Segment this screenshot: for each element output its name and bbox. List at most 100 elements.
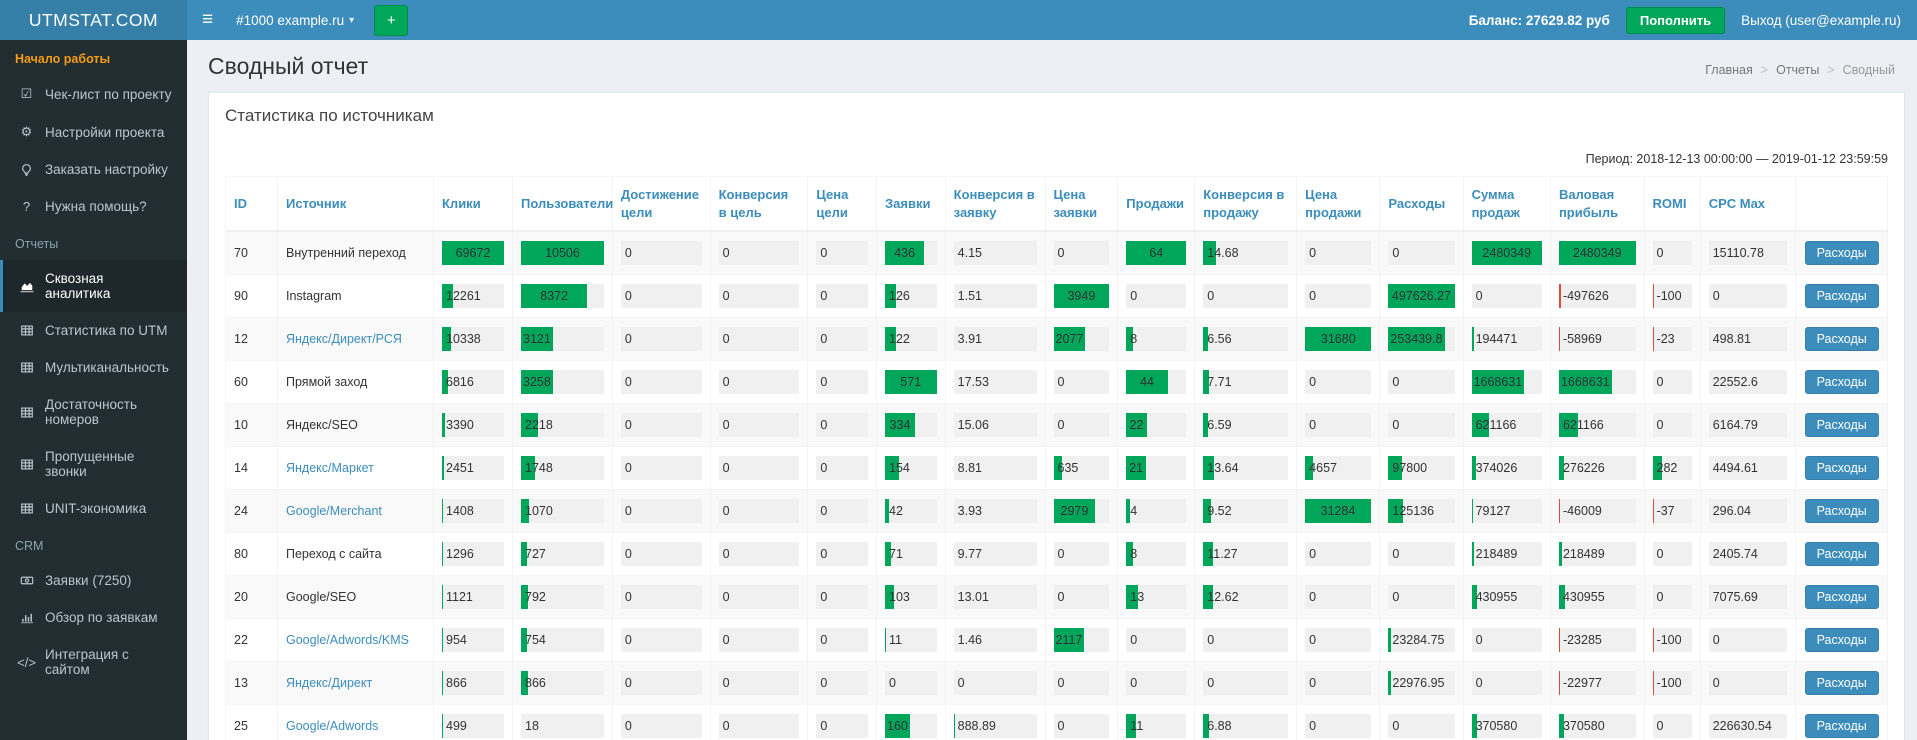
row-expenses-button[interactable]: Расходы [1804,714,1879,739]
stat-cell: 497626.27 [1379,274,1464,319]
source-link[interactable]: Google/Adwords/KMS [286,633,409,648]
stat-cell: 17.53 [944,360,1046,405]
stat-cell: 1748 [512,446,613,491]
sidebar-item-missed-calls[interactable]: Пропущенные звонки [0,438,187,490]
stat-cell: 0 [1296,360,1381,405]
row-expenses-button[interactable]: Расходы [1804,671,1879,696]
logout-link[interactable]: Выход (user@example.ru) [1741,12,1901,28]
column-header-конверсия-в-заявку[interactable]: Конверсия в заявку [944,176,1046,233]
project-selector[interactable]: #1000 example.ru ▾ [228,13,362,28]
stat-cell: 7.71 [1194,360,1298,405]
row-expenses-button[interactable]: Расходы [1804,456,1879,481]
table-row: 25 Google/Adwords 499 18 0 0 0 160 888.89 0 11 6.88… [225,704,1888,740]
source-link[interactable]: Яндекс/Директ [286,676,373,691]
stat-cell: -100 [1643,274,1701,319]
row-expenses-button[interactable]: Расходы [1804,585,1879,610]
sidebar-item-leads[interactable]: Заявки (7250) [0,562,187,599]
sidebar-item-label: UNIT-экономика [45,501,147,516]
stat-cell: -100 [1643,661,1701,706]
stat-cell: 0 [1462,618,1551,663]
source-link[interactable]: Яндекс/Маркет [286,461,374,476]
row-expenses-button[interactable]: Расходы [1804,628,1879,653]
sidebar-item-project-settings[interactable]: ⚙ Настройки проекта [0,113,187,151]
column-header-источник[interactable]: Источник [277,176,434,233]
breadcrumb-item[interactable]: Главная [1705,63,1753,77]
column-header-клики[interactable]: Клики [432,176,514,233]
sidebar-item-leads-overview[interactable]: Обзор по заявкам [0,599,187,636]
sidebar-item-unit-economics[interactable]: UNIT-экономика [0,490,187,527]
stat-cell: 0 [611,403,711,448]
column-header-цена-цели[interactable]: Цена цели [807,176,878,233]
column-header-расходы[interactable]: Расходы [1379,176,1464,233]
column-header-romi[interactable]: ROMI [1643,176,1701,233]
sidebar-toggle-icon[interactable]: ≡ [202,9,214,30]
stat-cell: 296.04 [1699,489,1797,534]
column-header-cpc-max[interactable]: CPC Max [1699,176,1797,233]
row-expenses-button[interactable]: Расходы [1804,241,1879,266]
column-header-цена-продажи[interactable]: Цена продажи [1296,176,1381,233]
sidebar-item-numbers-sufficiency[interactable]: Достаточность номеров [0,386,187,438]
stat-cell: 0 [709,661,809,706]
stat-cell: 0 [1296,575,1381,620]
stat-cell: 218489 [1549,532,1645,577]
gear-icon: ⚙ [20,124,33,139]
stat-cell: 0 [611,704,711,740]
main-content: Сводный отчет Главная > Отчеты > Сводный Ста… [187,40,1917,740]
sidebar-item-checklist[interactable]: ☑ Чек-лист по проекту [0,75,187,113]
sidebar-item-multichannel[interactable]: Мультиканальность [0,349,187,386]
column-header-конверсия-в-продажу[interactable]: Конверсия в продажу [1194,176,1298,233]
row-expenses-button[interactable]: Расходы [1804,370,1879,395]
row-expenses-button[interactable]: Расходы [1804,413,1879,438]
app-logo[interactable]: UTMSTAT.COM [0,0,187,40]
column-header-id[interactable]: ID [225,176,278,233]
stat-cell: -22977 [1549,661,1645,706]
topup-button[interactable]: Пополнить [1625,6,1726,34]
cell-id: 60 [225,360,278,405]
code-icon: </> [17,654,36,670]
row-expenses-button[interactable]: Расходы [1804,284,1879,309]
column-header-пользователи[interactable]: Пользователи [512,176,613,233]
stat-cell: 0 [1044,532,1119,577]
row-expenses-button[interactable]: Расходы [1804,542,1879,567]
add-project-button[interactable]: + [374,4,409,36]
sidebar-item-label: Настройки проекта [45,124,165,140]
column-header-валовая-прибыль[interactable]: Валовая прибыль [1549,176,1645,233]
sidebar-item-utm-stats[interactable]: Статистика по UTM [0,312,187,349]
source-link[interactable]: Google/Adwords [286,719,379,734]
stat-cell: 15.06 [944,403,1046,448]
stat-cell: 0 [1379,403,1464,448]
stat-cell: 0 [709,532,809,577]
source-link[interactable]: Яндекс/Директ/РСЯ [286,332,402,347]
column-header-сумма-продаж[interactable]: Сумма продаж [1462,176,1551,233]
column-header-конверсия-в-цель[interactable]: Конверсия в цель [709,176,809,233]
cell-id: 24 [225,489,278,534]
bulb-icon [18,163,35,177]
stat-cell: 2451 [432,446,514,491]
sidebar-item-need-help[interactable]: ? Нужна помощь? [0,188,187,225]
stat-cell: 3258 [512,360,613,405]
cell-id: 90 [225,274,278,319]
source-link[interactable]: Google/Merchant [286,504,382,519]
stat-cell: 22976.95 [1379,661,1464,706]
column-header-достижение-цели[interactable]: Достижение цели [611,176,711,233]
stat-cell: 0 [709,274,809,319]
sidebar-section-header: Отчеты [15,237,59,251]
column-header-продажи[interactable]: Продажи [1117,176,1196,233]
stat-cell: 0 [1296,661,1381,706]
stat-cell: 0 [807,230,878,276]
sidebar-item-cross-analytics[interactable]: Сквозная аналитика [0,260,187,312]
stat-cell: 0 [1699,661,1797,706]
stat-cell: 0 [611,532,711,577]
stat-cell: 103 [876,575,946,620]
cell-id: 20 [225,575,278,620]
row-expenses-button[interactable]: Расходы [1804,327,1879,352]
sidebar-item-order-setup[interactable]: Заказать настройку [0,151,187,188]
sidebar-item-site-integration[interactable]: </> Интеграция с сайтом [0,636,187,688]
table-row: 10 Яндекс/SEO 3390 2218 0 0 0 334 15.06 0 22 6.59 0 0… [225,403,1888,448]
column-header-заявки[interactable]: Заявки [876,176,946,233]
row-expenses-button[interactable]: Расходы [1804,499,1879,524]
breadcrumb-item[interactable]: Отчеты [1776,63,1820,77]
column-header-цена-заявки[interactable]: Цена заявки [1044,176,1119,233]
stat-cell: 0 [807,575,878,620]
stat-cell: 2405.74 [1699,532,1797,577]
